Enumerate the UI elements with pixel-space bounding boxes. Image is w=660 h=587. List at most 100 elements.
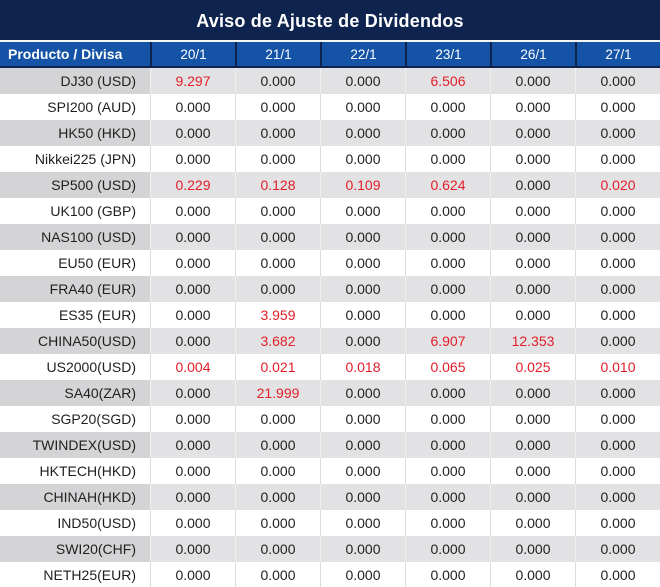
dividend-value-cell: 0.000	[235, 276, 320, 302]
dividend-value-cell: 0.000	[490, 432, 575, 458]
dividend-value-cell: 0.000	[405, 250, 490, 276]
dividend-value-cell: 0.000	[150, 250, 235, 276]
dividend-value-cell: 0.000	[320, 484, 405, 510]
column-header-date-27-1: 27/1	[575, 42, 660, 66]
dividend-value-cell: 0.000	[575, 302, 660, 328]
dividend-value-cell: 0.000	[320, 432, 405, 458]
dividend-value-cell: 0.109	[320, 172, 405, 198]
column-header-date-21-1: 21/1	[235, 42, 320, 66]
dividend-value-cell: 0.000	[490, 276, 575, 302]
dividend-value-cell: 0.000	[150, 94, 235, 120]
table-row: SGP20(SGD) 0.000 0.000 0.000 0.000 0.000 0.000	[0, 406, 660, 432]
dividend-value-cell: 0.000	[320, 198, 405, 224]
dividend-value-cell: 0.000	[575, 536, 660, 562]
dividend-value-cell: 0.000	[575, 146, 660, 172]
dividend-value-cell: 12.353	[490, 328, 575, 354]
dividend-value-cell: 0.000	[575, 68, 660, 94]
dividend-value-cell: 0.000	[405, 120, 490, 146]
dividend-value-cell: 0.000	[150, 510, 235, 536]
product-label: Nikkei225 (JPN)	[34, 151, 136, 167]
table-row: SPI200 (AUD) 0.000 0.000 0.000 0.000 0.000 0.0…	[0, 94, 660, 120]
dividend-value-cell: 0.128	[235, 172, 320, 198]
product-label: SP500 (USD)	[0, 172, 150, 198]
dividend-value-cell: 0.000	[320, 120, 405, 146]
dividend-value-cell: 0.000	[235, 458, 320, 484]
dividend-value-cell: 0.000	[150, 458, 235, 484]
dividend-value-cell: 0.000	[320, 250, 405, 276]
dividend-value-cell: 0.000	[320, 562, 405, 587]
dividend-value-cell: 0.000	[575, 380, 660, 406]
dividend-value-cell: 9.297	[150, 68, 235, 94]
product-label: TWINDEX(USD)	[0, 432, 150, 458]
dividend-value-cell: 0.000	[150, 406, 235, 432]
table-row: SA40(ZAR) 0.000 21.999 0.000 0.000 0.000 0.000	[0, 380, 660, 406]
dividend-value-cell: 0.000	[150, 120, 235, 146]
dividend-value-cell: 0.000	[405, 458, 490, 484]
dividend-value-cell: 3.959	[235, 302, 320, 328]
dividend-value-cell: 0.000	[490, 94, 575, 120]
product-label: FRA40 (EUR)	[0, 276, 150, 302]
dividend-value-cell: 0.000	[490, 172, 575, 198]
dividend-value-cell: 0.000	[490, 562, 575, 587]
dividend-value-cell: 0.229	[150, 172, 235, 198]
product-label: EU50 (EUR)	[58, 255, 136, 271]
dividend-value-cell: 0.000	[320, 224, 405, 250]
dividend-value-cell: 0.000	[405, 276, 490, 302]
table-row: ES35 (EUR) 0.000 3.959 0.000 0.000 0.000 0.000	[0, 302, 660, 328]
table-row: TWINDEX(USD) 0.000 0.000 0.000 0.000 0.000 0.0…	[0, 432, 660, 458]
dividend-value-cell: 21.999	[235, 380, 320, 406]
dividend-value-cell: 0.000	[235, 562, 320, 587]
dividend-value-cell: 0.000	[235, 510, 320, 536]
dividend-value-cell: 0.065	[405, 354, 490, 380]
table-row: HKTECH(HKD) 0.000 0.000 0.000 0.000 0.000 0.00…	[0, 458, 660, 484]
dividend-value-cell: 6.506	[405, 68, 490, 94]
table-row: DJ30 (USD) 9.297 0.000 0.000 6.506 0.000 0.000	[0, 68, 660, 94]
dividend-value-cell: 0.000	[405, 302, 490, 328]
dividend-value-cell: 0.000	[490, 224, 575, 250]
table-row: EU50 (EUR) 0.000 0.000 0.000 0.000 0.000 0.000	[0, 250, 660, 276]
column-header-date-20-1: 20/1	[150, 42, 235, 66]
dividend-value-cell: 0.018	[320, 354, 405, 380]
table-row: SP500 (USD) 0.229 0.128 0.109 0.624 0.000 0.02…	[0, 172, 660, 198]
dividend-value-cell: 0.000	[150, 224, 235, 250]
dividend-value-cell: 0.000	[575, 458, 660, 484]
column-header-date-23-1: 23/1	[405, 42, 490, 66]
dividend-value-cell: 0.624	[405, 172, 490, 198]
product-label: CHINA50(USD)	[0, 328, 150, 354]
dividend-value-cell: 0.004	[150, 354, 235, 380]
dividend-value-cell: 0.000	[575, 562, 660, 587]
dividend-value-cell: 0.000	[320, 406, 405, 432]
dividend-value-cell: 0.000	[150, 380, 235, 406]
dividend-value-cell: 0.000	[405, 432, 490, 458]
dividend-value-cell: 0.000	[235, 406, 320, 432]
product-label: HK50 (HKD)	[0, 120, 150, 146]
dividend-value-cell: 0.000	[320, 328, 405, 354]
product-label: CHINAH(HKD)	[0, 484, 150, 510]
product-label: DJ30 (USD)	[0, 68, 150, 94]
dividend-value-cell: 0.000	[405, 484, 490, 510]
dividend-value-cell: 0.000	[405, 562, 490, 587]
column-header-date-26-1: 26/1	[490, 42, 575, 66]
product-label: SWI20(CHF)	[0, 536, 150, 562]
dividend-value-cell: 0.000	[235, 250, 320, 276]
dividend-value-cell: 0.000	[405, 536, 490, 562]
dividend-value-cell: 0.000	[490, 536, 575, 562]
table-row: Nikkei225 (JPN) 0.000 0.000 0.000 0.000 0.000…	[0, 146, 660, 172]
product-label: US2000(USD)	[46, 359, 136, 375]
dividend-value-cell: 0.021	[235, 354, 320, 380]
dividend-value-cell: 0.000	[320, 276, 405, 302]
dividend-value-cell: 0.000	[405, 146, 490, 172]
dividend-value-cell: 0.000	[235, 198, 320, 224]
page-title: Aviso de Ajuste de Dividendos	[196, 10, 464, 31]
dividend-value-cell: 0.000	[575, 198, 660, 224]
product-label: HKTECH(HKD)	[39, 463, 136, 479]
table-row: IND50(USD) 0.000 0.000 0.000 0.000 0.000 0.000	[0, 510, 660, 536]
product-label: UK100 (GBP)	[50, 203, 136, 219]
dividend-value-cell: 0.010	[575, 354, 660, 380]
product-label: SPI200 (AUD)	[47, 99, 136, 115]
column-header-date-22-1: 22/1	[320, 42, 405, 66]
dividend-value-cell: 0.025	[490, 354, 575, 380]
dividend-value-cell: 0.000	[490, 458, 575, 484]
dividend-value-cell: 0.000	[320, 146, 405, 172]
dividend-value-cell: 0.000	[575, 276, 660, 302]
